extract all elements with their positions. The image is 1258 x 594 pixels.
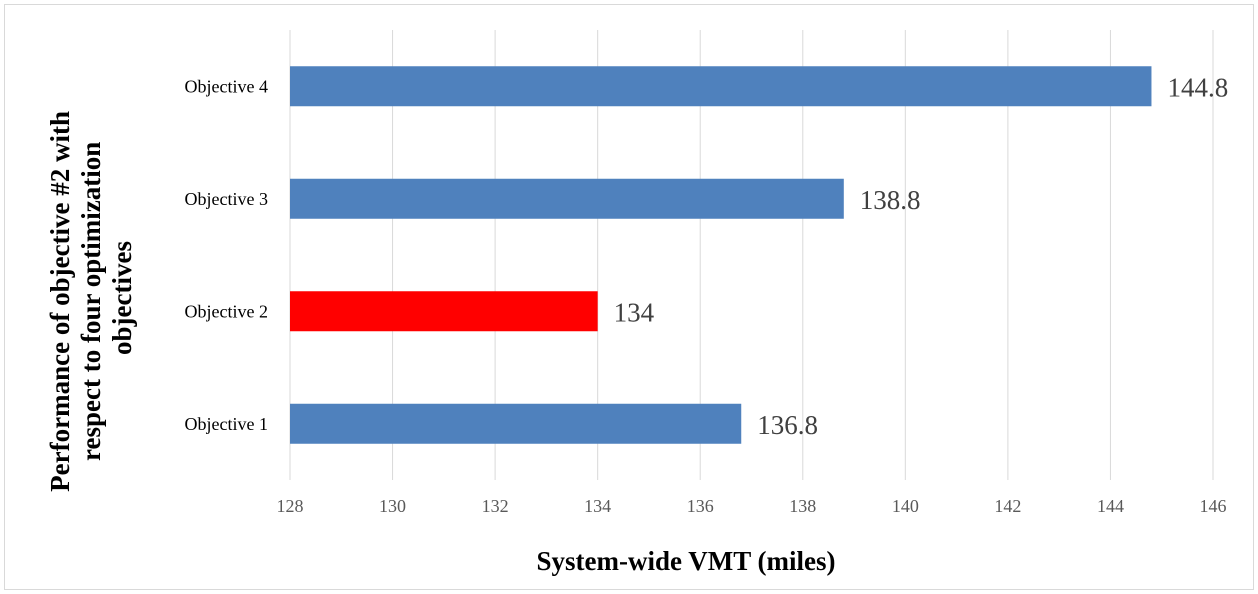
x-tick-label: 136 xyxy=(687,496,714,516)
y-axis-title: Performance of objective #2 with respect… xyxy=(45,104,137,492)
category-label: Objective 2 xyxy=(185,301,268,321)
bars xyxy=(290,66,1152,444)
x-tick-label: 142 xyxy=(994,496,1021,516)
category-label: Objective 4 xyxy=(185,76,268,96)
x-tick-label: 128 xyxy=(277,496,304,516)
bar-objective-4 xyxy=(290,66,1152,107)
x-tick-label: 138 xyxy=(789,496,816,516)
data-labels: 136.8 134 138.8 144.8 xyxy=(614,72,1229,440)
y-axis-title-line-3: objectives xyxy=(107,241,137,355)
x-tick-labels: 128 130 132 134 136 138 140 142 144 146 xyxy=(277,496,1227,516)
category-label: Objective 3 xyxy=(185,189,268,209)
x-tick-label: 130 xyxy=(379,496,406,516)
data-label: 134 xyxy=(614,297,655,327)
x-tick-label: 144 xyxy=(1097,496,1124,516)
data-label: 136.8 xyxy=(757,410,818,440)
category-labels: Objective 1 Objective 2 Objective 3 Objecti… xyxy=(185,76,268,434)
x-tick-label: 140 xyxy=(892,496,919,516)
x-axis-title: System-wide VMT (miles) xyxy=(537,546,836,576)
data-label: 144.8 xyxy=(1167,72,1228,102)
x-tick-label: 134 xyxy=(584,496,611,516)
category-label: Objective 1 xyxy=(185,414,268,434)
y-axis-title-line-2: respect to four optimization xyxy=(76,142,106,461)
bar-objective-2 xyxy=(290,291,598,332)
x-tick-label: 132 xyxy=(482,496,509,516)
bar-objective-3 xyxy=(290,178,844,219)
data-label: 138.8 xyxy=(860,185,921,215)
bar-objective-1 xyxy=(290,403,742,444)
y-axis-title-line-1: Performance of objective #2 with xyxy=(45,111,75,492)
x-tick-label: 146 xyxy=(1200,496,1227,516)
